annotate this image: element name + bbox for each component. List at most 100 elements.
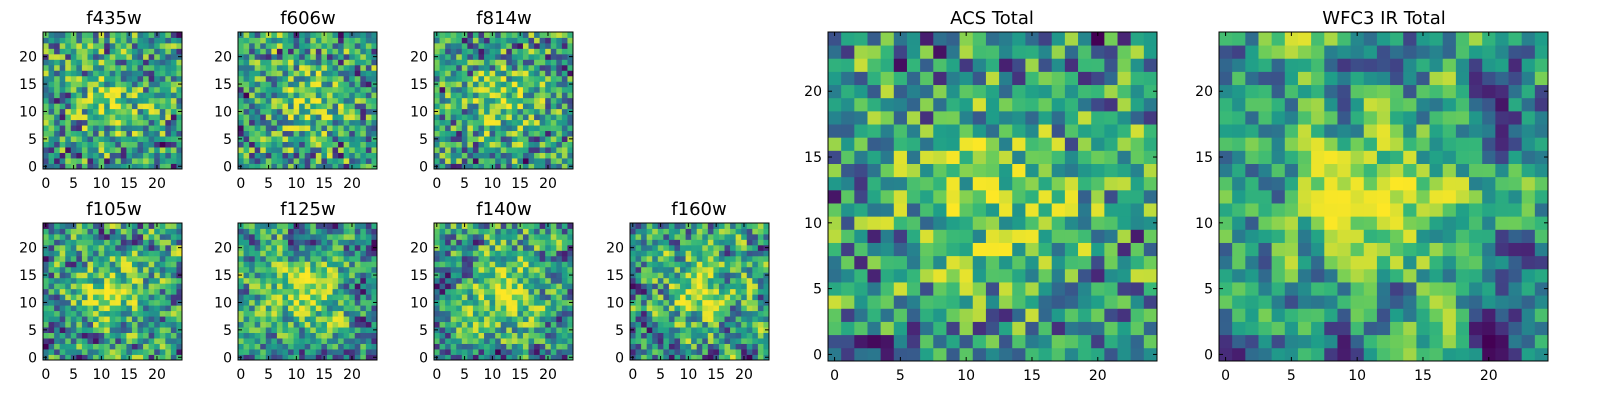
heatmap-cell xyxy=(304,59,311,66)
heatmap-cell xyxy=(304,147,311,153)
heatmap-cell xyxy=(260,141,267,148)
heatmap-cell xyxy=(456,266,463,273)
heatmap-cell xyxy=(354,299,361,306)
heatmap-cell xyxy=(148,266,155,273)
heatmap-cell xyxy=(534,92,541,99)
heatmap-cell xyxy=(176,48,183,55)
heatmap-cell xyxy=(81,338,88,344)
heatmap-cell xyxy=(349,250,356,257)
heatmap-cell xyxy=(109,130,116,137)
heatmap-cell xyxy=(1143,347,1158,362)
heatmap-cell xyxy=(456,125,463,132)
heatmap-cell xyxy=(115,97,122,104)
heatmap-cell xyxy=(445,244,452,251)
heatmap-cell xyxy=(109,97,116,104)
heatmap-cell xyxy=(293,64,300,71)
heatmap-cell xyxy=(93,130,99,137)
heatmap-cell xyxy=(467,343,474,350)
heatmap-cell xyxy=(87,108,94,115)
heatmap-cell xyxy=(741,283,748,290)
heatmap-cell xyxy=(104,310,111,317)
heatmap-cell xyxy=(467,42,474,49)
heatmap-cell xyxy=(332,158,339,164)
heatmap-cell xyxy=(500,294,507,301)
heatmap-cell xyxy=(461,42,468,49)
y-tick-label: 5 xyxy=(223,323,232,339)
heatmap-cell xyxy=(511,283,518,290)
heatmap-cell xyxy=(556,59,563,66)
heatmap-cell xyxy=(293,332,300,339)
heatmap-cell xyxy=(293,261,300,268)
heatmap-cell xyxy=(713,305,720,312)
heatmap-cell xyxy=(741,327,748,333)
heatmap-cell xyxy=(746,332,753,339)
heatmap-cell xyxy=(484,354,490,361)
heatmap-cell xyxy=(349,349,356,355)
heatmap-cell xyxy=(126,70,133,77)
heatmap-cell xyxy=(854,203,868,217)
heatmap-cell xyxy=(238,316,244,323)
heatmap-cell xyxy=(165,70,172,77)
heatmap-cell xyxy=(349,272,356,279)
heatmap-cell xyxy=(685,250,692,257)
heatmap-cell xyxy=(517,136,524,142)
heatmap-cell xyxy=(81,163,88,170)
heatmap-cell xyxy=(539,42,546,49)
heatmap-cell xyxy=(126,338,133,344)
heatmap-cells xyxy=(43,32,183,170)
heatmap-cell xyxy=(691,261,698,268)
heatmap-cell xyxy=(1012,229,1026,243)
heatmap-cell xyxy=(104,343,111,350)
heatmap-cell xyxy=(713,310,720,317)
heatmap-cell xyxy=(763,310,770,317)
heatmap-cell xyxy=(109,277,116,284)
heatmap-cell xyxy=(315,332,322,339)
heatmap-cell xyxy=(288,103,294,110)
heatmap-cell xyxy=(54,48,61,55)
heatmap-cell xyxy=(484,316,490,323)
heatmap-cell xyxy=(1038,229,1053,243)
heatmap-cell xyxy=(371,338,378,344)
heatmap-cell xyxy=(484,283,490,290)
heatmap-cell xyxy=(999,176,1013,191)
heatmap-cell xyxy=(550,343,557,350)
heatmap-cell xyxy=(254,125,261,132)
heatmap-cell xyxy=(54,233,61,240)
heatmap-cell xyxy=(254,305,261,312)
heatmap-cell xyxy=(43,48,49,55)
heatmap-cell xyxy=(439,103,446,110)
heatmap-cell xyxy=(1091,308,1105,322)
heatmap-cell xyxy=(265,244,272,251)
heatmap-cell xyxy=(528,37,535,44)
heatmap-cell xyxy=(343,152,350,159)
heatmap-cell xyxy=(260,147,267,153)
heatmap-cell xyxy=(450,48,457,55)
heatmap-cell xyxy=(484,86,490,93)
heatmap-cell xyxy=(985,163,1000,178)
heatmap-cell xyxy=(561,114,568,121)
heatmap-cell xyxy=(724,233,731,240)
heatmap-cell xyxy=(48,299,55,306)
heatmap-cell xyxy=(495,130,502,137)
heatmap-cell xyxy=(115,141,122,148)
heatmap-cell xyxy=(254,349,261,355)
heatmap-cell xyxy=(143,223,150,229)
heatmap-cell xyxy=(154,244,161,251)
heatmap-cell xyxy=(713,228,720,235)
heatmap-cell xyxy=(338,86,345,93)
heatmap-cell xyxy=(668,223,675,229)
heatmap-cell xyxy=(522,86,529,93)
heatmap-cell xyxy=(500,119,507,126)
heatmap-cell xyxy=(517,338,524,344)
heatmap-cell xyxy=(310,125,317,132)
heatmap-cell xyxy=(265,125,272,132)
heatmap-cell xyxy=(556,349,563,355)
heatmap-cell xyxy=(254,310,261,317)
heatmap-cell xyxy=(674,277,681,284)
heatmap-cell xyxy=(176,59,183,66)
heatmap-cell xyxy=(1091,295,1105,309)
heatmap-cell xyxy=(674,321,681,328)
heatmap-cell xyxy=(310,332,317,339)
heatmap-cell xyxy=(946,255,960,270)
heatmap-cell xyxy=(81,92,88,99)
